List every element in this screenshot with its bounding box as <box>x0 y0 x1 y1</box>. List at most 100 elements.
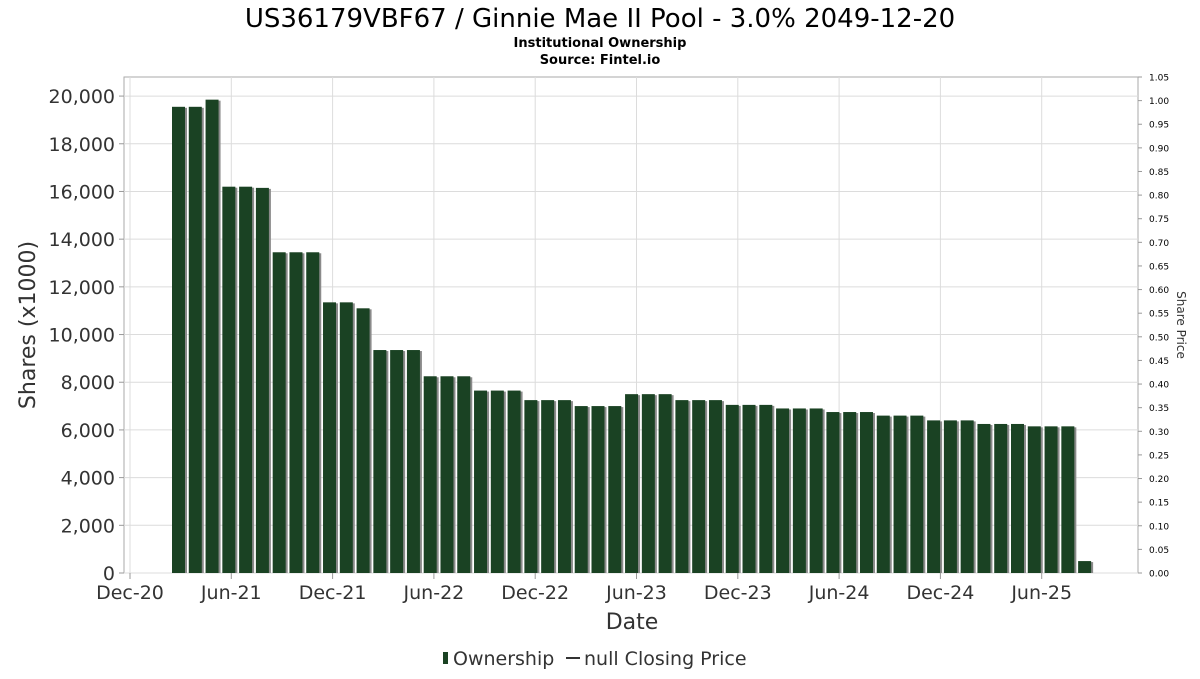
ownership-bar[interactable] <box>172 106 185 574</box>
ownership-bar[interactable] <box>339 302 353 573</box>
y2-tick-label: 0.90 <box>1149 144 1169 154</box>
y2-axis-ticks: 0.00 0.05 0.10 0.15 0.20 0.25 0.30 0.35 0.40 0.45… <box>1138 74 1169 580</box>
y2-tick-label: 0.45 <box>1149 357 1169 367</box>
x-tick-label: Jun-25 <box>1010 582 1072 604</box>
ownership-bar[interactable] <box>574 406 588 573</box>
y2-tick-label: 0.50 <box>1149 333 1169 343</box>
ownership-bar[interactable] <box>356 308 370 573</box>
y2-tick-label: 0.75 <box>1149 215 1169 225</box>
ownership-bar[interactable] <box>423 376 437 573</box>
ownership-bar[interactable] <box>641 394 655 573</box>
ownership-bar[interactable] <box>1044 426 1058 573</box>
chart-subtitle-1: Institutional Ownership <box>514 36 687 51</box>
x-tick-label: Jun-23 <box>605 582 667 604</box>
ownership-bar[interactable] <box>222 186 236 573</box>
ownership-bar[interactable] <box>490 390 504 573</box>
ownership-bar[interactable] <box>323 302 337 573</box>
ownership-bar[interactable] <box>725 404 739 573</box>
ownership-bar[interactable] <box>759 404 773 573</box>
y2-tick-label: 0.35 <box>1149 404 1169 414</box>
y2-tick-label: 0.85 <box>1149 168 1169 178</box>
ownership-bar[interactable] <box>943 420 957 573</box>
ownership-bar[interactable] <box>977 423 991 573</box>
ownership-bar[interactable] <box>272 252 286 573</box>
ownership-bar[interactable] <box>792 408 806 573</box>
ownership-bar[interactable] <box>1027 426 1041 573</box>
y-tick-label: 12,000 <box>49 277 115 299</box>
ownership-bar[interactable] <box>255 187 269 573</box>
ownership-bar[interactable] <box>927 420 941 573</box>
ownership-bar[interactable] <box>809 408 823 573</box>
y2-tick-label: 0.55 <box>1149 310 1169 320</box>
legend-ownership-swatch <box>443 652 448 664</box>
ownership-bar[interactable] <box>776 408 790 573</box>
y2-tick-label: 1.05 <box>1149 74 1169 84</box>
ownership-bar[interactable] <box>457 376 471 573</box>
ownership-bar[interactable] <box>843 412 857 573</box>
bars <box>172 99 1094 574</box>
x-tick-label: Dec-20 <box>96 582 164 604</box>
y2-tick-label: 0.20 <box>1149 475 1169 485</box>
ownership-bar[interactable] <box>306 252 320 573</box>
chart-subtitle-2: Source: Fintel.io <box>540 53 661 68</box>
y-axis-ticks: 0 2,000 4,000 6,000 8,000 10,000 12,000 14,000 1… <box>49 86 124 585</box>
legend[interactable]: Ownership null Closing Price <box>443 648 747 670</box>
ownership-bar[interactable] <box>994 423 1008 573</box>
ownership-bar[interactable] <box>658 394 672 573</box>
y2-tick-label: 0.25 <box>1149 451 1169 461</box>
ownership-bar[interactable] <box>440 376 454 573</box>
y-tick-label: 4,000 <box>61 468 115 490</box>
y-tick-label: 8,000 <box>61 372 115 394</box>
y-tick-label: 10,000 <box>49 325 115 347</box>
y2-axis-label: Share Price <box>1174 291 1188 359</box>
ownership-bar[interactable] <box>708 400 722 573</box>
ownership-bar[interactable] <box>859 412 873 573</box>
y-tick-label: 16,000 <box>49 181 115 203</box>
y2-tick-label: 0.10 <box>1149 522 1169 532</box>
ownership-bar[interactable] <box>692 400 706 573</box>
ownership-bar[interactable] <box>591 406 605 573</box>
ownership-bar[interactable] <box>893 415 907 573</box>
ownership-bar[interactable] <box>1011 423 1024 573</box>
ownership-bar[interactable] <box>406 350 420 573</box>
ownership-bar[interactable] <box>910 415 924 573</box>
y2-tick-label: 0.30 <box>1149 428 1169 438</box>
y2-tick-label: 0.00 <box>1149 570 1169 580</box>
ownership-bar[interactable] <box>557 400 571 573</box>
ownership-bar[interactable] <box>960 420 974 573</box>
x-axis-ticks: Dec-20 Jun-21 Dec-21 Jun-22 Dec-22 Jun-23 Dec-… <box>96 573 1072 604</box>
legend-price-label[interactable]: null Closing Price <box>584 648 747 670</box>
ownership-bar[interactable] <box>541 400 555 573</box>
y-tick-label: 20,000 <box>49 86 115 108</box>
ownership-bar[interactable] <box>826 412 840 573</box>
x-tick-label: Dec-21 <box>299 582 367 604</box>
y2-tick-label: 1.00 <box>1149 97 1169 107</box>
ownership-bar[interactable] <box>742 404 756 573</box>
y-tick-label: 14,000 <box>49 229 115 251</box>
ownership-bar[interactable] <box>625 394 639 573</box>
ownership-bar[interactable] <box>373 350 387 573</box>
y-tick-label: 18,000 <box>49 134 115 156</box>
x-tick-label: Jun-21 <box>200 582 262 604</box>
ownership-bar[interactable] <box>1078 561 1092 573</box>
ownership-bar[interactable] <box>205 99 219 574</box>
ownership-bar[interactable] <box>289 252 303 573</box>
ownership-bar[interactable] <box>524 400 538 573</box>
y2-tick-label: 0.80 <box>1149 192 1169 202</box>
ownership-bar[interactable] <box>675 400 689 573</box>
ownership-bar[interactable] <box>390 350 404 573</box>
ownership-bar[interactable] <box>608 406 622 573</box>
ownership-bar[interactable] <box>474 390 488 573</box>
y-tick-label: 2,000 <box>61 515 115 537</box>
y-axis-label: Shares (x1000) <box>16 241 41 409</box>
y-tick-label: 6,000 <box>61 420 115 442</box>
ownership-bar[interactable] <box>188 106 202 574</box>
legend-ownership-label[interactable]: Ownership <box>453 648 554 670</box>
ownership-bar[interactable] <box>876 415 890 573</box>
ownership-bar[interactable] <box>239 186 253 573</box>
y2-tick-label: 0.05 <box>1149 546 1169 556</box>
ownership-bar[interactable] <box>507 390 521 573</box>
ownership-bar[interactable] <box>1061 426 1075 573</box>
